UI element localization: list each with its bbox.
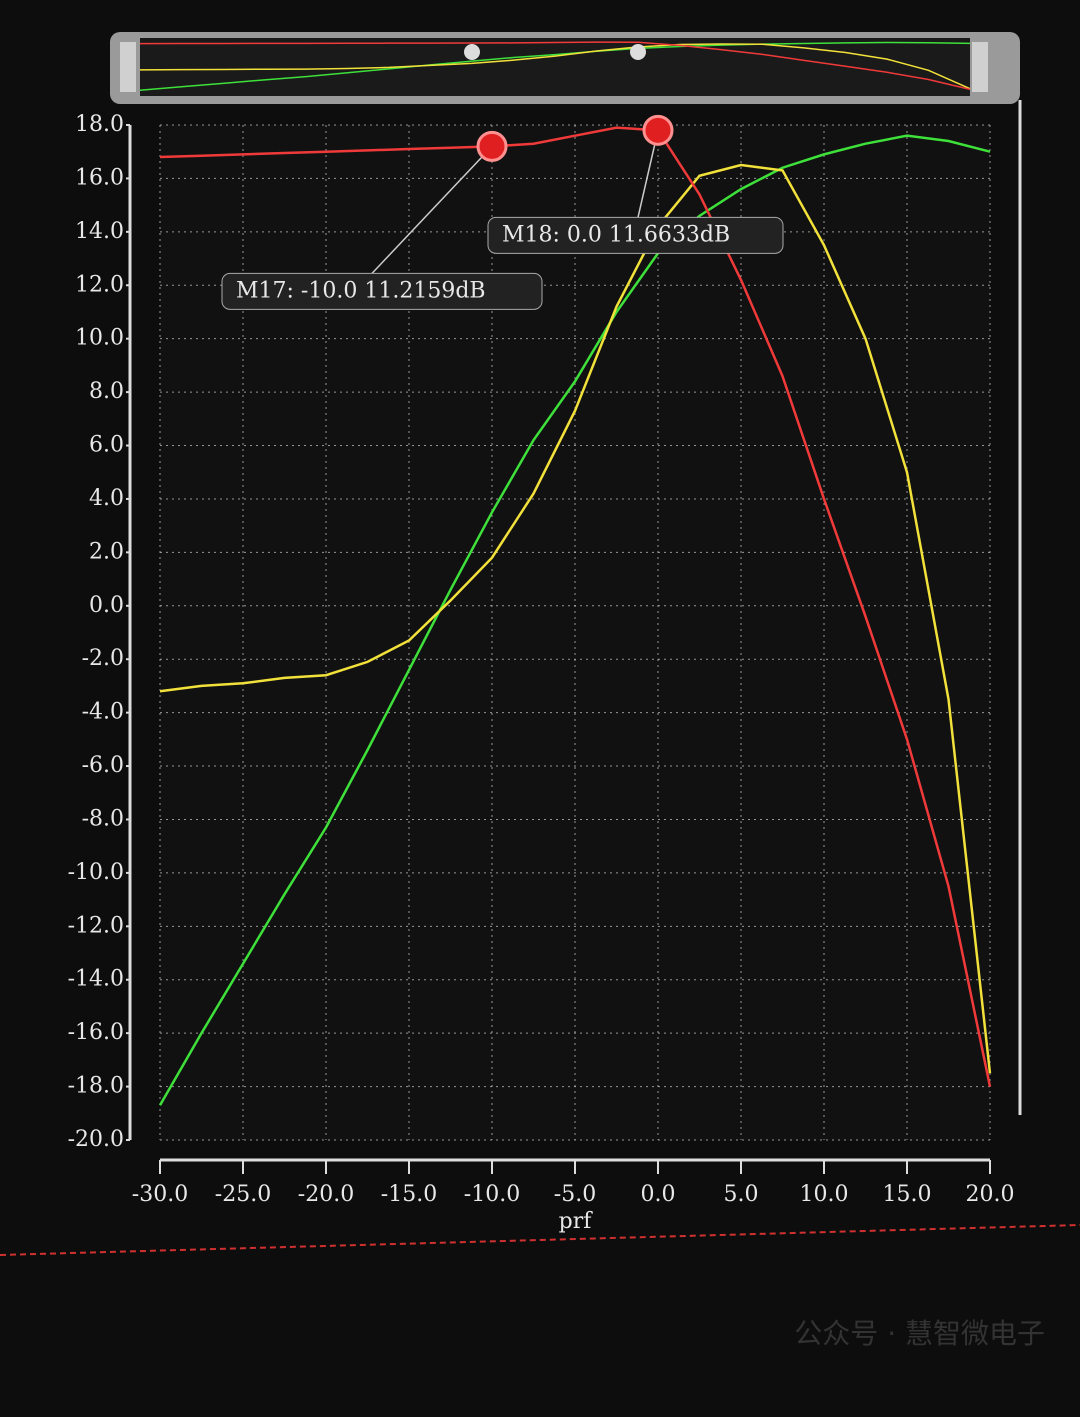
- x-tick-label: 15.0: [883, 1182, 932, 1207]
- y-tick-label: 12.0: [75, 272, 124, 297]
- x-tick-label: 20.0: [966, 1182, 1015, 1207]
- overview-strip: [140, 38, 970, 96]
- y-tick-label: -16.0: [68, 1020, 124, 1045]
- y-tick-label: 0.0: [89, 593, 124, 618]
- series-line: [158, 134, 991, 1106]
- y-tick-label: -18.0: [68, 1074, 124, 1099]
- overview-line: [139, 41, 971, 91]
- series-line: [159, 163, 992, 1074]
- y-tick-label: 16.0: [75, 165, 124, 190]
- y-tick-label: 8.0: [89, 379, 124, 404]
- x-tick-label: -10.0: [464, 1182, 520, 1207]
- x-tick-label: -25.0: [215, 1182, 271, 1207]
- x-tick-label: 0.0: [641, 1182, 676, 1207]
- y-tick-label: -8.0: [82, 806, 124, 831]
- y-tick-label: -2.0: [82, 646, 124, 671]
- marker-label: M18: 0.0 11.6633dB: [502, 222, 730, 247]
- x-tick-label: 5.0: [724, 1182, 759, 1207]
- x-tick-label: -30.0: [132, 1182, 188, 1207]
- y-tick-label: 4.0: [89, 486, 124, 511]
- y-tick-label: 10.0: [75, 326, 124, 351]
- watermark: 公众号 · 慧智微电子: [794, 1317, 1045, 1350]
- overview-marker: [464, 44, 480, 60]
- y-tick-label: -14.0: [68, 967, 124, 992]
- marker-box: [221, 272, 543, 310]
- overview-handle[interactable]: [120, 42, 136, 92]
- x-tick-label: 10.0: [800, 1182, 849, 1207]
- marker: [642, 114, 674, 146]
- x-tick-label: -20.0: [298, 1182, 354, 1207]
- y-tick-label: 14.0: [75, 219, 124, 244]
- y-tick-label: -20.0: [68, 1127, 124, 1152]
- marker-box: [487, 216, 784, 254]
- y-tick-label: -4.0: [82, 700, 124, 725]
- overview-handle[interactable]: [972, 42, 988, 92]
- marker: [476, 130, 508, 162]
- y-tick-label: 2.0: [89, 539, 124, 564]
- y-tick-label: -10.0: [68, 860, 124, 885]
- y-tick-label: -6.0: [82, 753, 124, 778]
- y-tick-label: 18.0: [75, 112, 124, 137]
- overview-line: [139, 41, 971, 92]
- marker-leader: [371, 145, 493, 274]
- y-tick-label: -12.0: [68, 913, 124, 938]
- series-line: [159, 126, 992, 1087]
- separator: [0, 1224, 1080, 1256]
- x-axis-label: prf: [559, 1209, 594, 1234]
- x-tick-label: -15.0: [381, 1182, 437, 1207]
- overview-line: [139, 43, 971, 90]
- y-tick-label: 6.0: [89, 433, 124, 458]
- marker-label: M17: -10.0 11.2159dB: [236, 278, 486, 303]
- overview-marker: [630, 44, 646, 60]
- x-tick-label: -5.0: [554, 1182, 596, 1207]
